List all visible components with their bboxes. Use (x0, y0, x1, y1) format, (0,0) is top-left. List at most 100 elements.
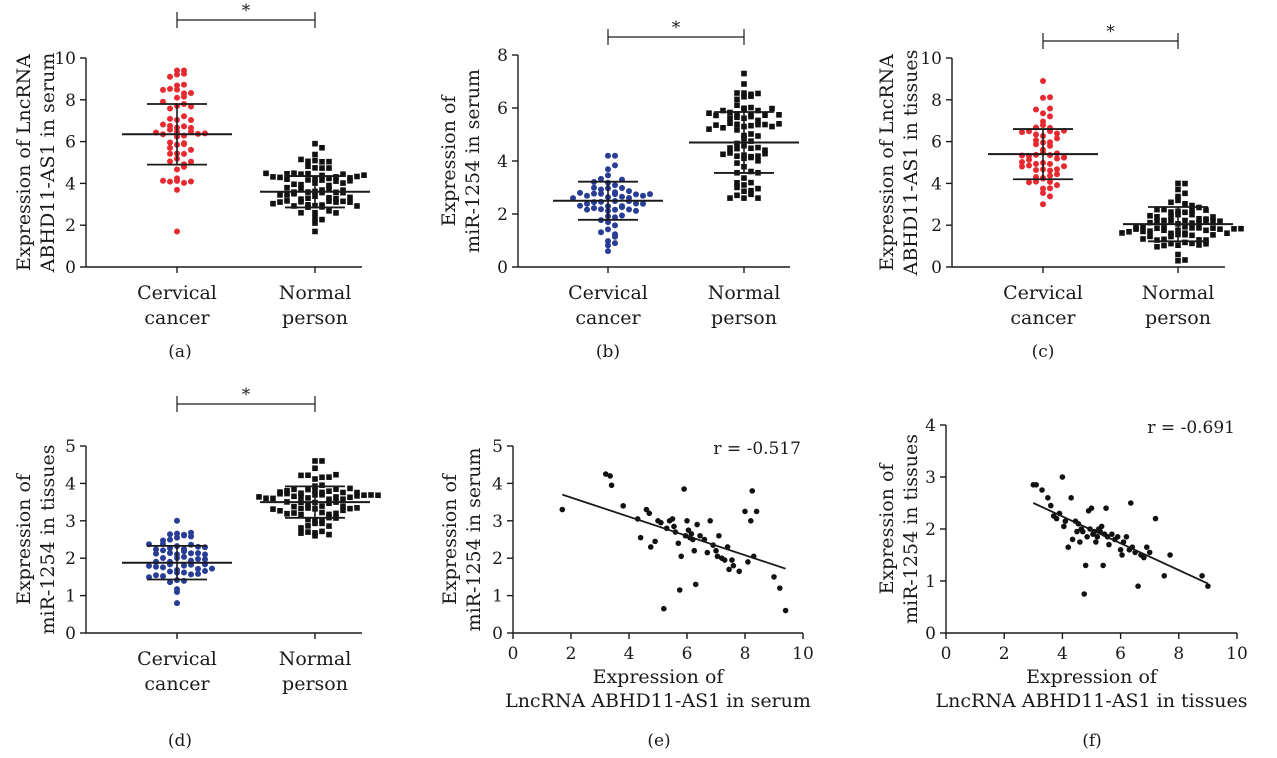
panel-d-data-point (319, 528, 325, 535)
panel-a-data-point (174, 71, 180, 78)
panel-c-data-point (1182, 209, 1188, 216)
panel-a-data-point (291, 170, 297, 176)
panel-a-data-point (160, 86, 166, 93)
panel-d-data-point (333, 471, 339, 478)
panel-e-data-point (694, 521, 700, 528)
panel-a-data-point (340, 187, 346, 193)
panel-d-data-point (146, 562, 152, 569)
panel-c-data-point (1033, 160, 1039, 167)
panel-d-data-point (305, 523, 311, 529)
panel-d-data-point (312, 476, 318, 482)
panel-a-data-point (270, 174, 276, 180)
panel-a-data-point (174, 82, 180, 89)
panel-f-data-point (1167, 552, 1173, 558)
panel-d-data-point (312, 532, 318, 539)
panel-a-data-point (347, 199, 353, 205)
panel-d-significance-star: * (242, 385, 251, 405)
panel-d-data-point (298, 511, 304, 518)
panel-b-data-point (591, 184, 597, 191)
panel-e-y-axis-label: Expression of miR-1254 in serum (439, 448, 485, 632)
panel-a-data-point (333, 195, 339, 202)
panel-c-data-point (1231, 226, 1237, 232)
panel-a-data-point (354, 203, 360, 209)
panel-a-data-point (181, 93, 187, 100)
panel-d-y-tick-label: 2 (65, 549, 76, 569)
panel-e-x-tick-label: 0 (508, 644, 519, 664)
panel-d-data-point (284, 487, 290, 494)
panel-c-data-point (1154, 243, 1160, 250)
panel-c-data-point (1154, 214, 1160, 220)
panel-e-data-point (730, 562, 737, 569)
panel-e-x-axis-label-line: Expression of (593, 666, 726, 688)
panel-e-data-point (729, 557, 735, 563)
panel-d-category-label-line: Cervical (137, 648, 217, 670)
panel-c-y-tick-label: 0 (931, 258, 942, 278)
panel-e-data-point (646, 510, 653, 517)
panel-f-data-point (1074, 528, 1080, 535)
panel-f-data-point (1062, 518, 1069, 524)
panel-d-data-point (305, 529, 311, 535)
panel-c-data-point (1182, 239, 1188, 246)
panel-a-data-point (174, 177, 180, 184)
panel-c-category-label: Normal person (1142, 282, 1215, 329)
panel-a-significance-star: * (242, 1, 251, 21)
panel-a-data-point (181, 113, 187, 120)
panel-a-data-point (305, 195, 311, 201)
panel-c-category-label-line: Cervical (1003, 282, 1083, 304)
panel-b-data-point (633, 191, 639, 198)
panel-d-y-axis-label: Expression of miR-1254 in tissues (13, 444, 59, 634)
panel-d-data-point (319, 503, 325, 509)
panel-f-data-point (1047, 502, 1054, 509)
panel-a-data-point (305, 158, 311, 165)
panel-b-data-point (741, 188, 747, 195)
panel-f-y-tick-label: 0 (925, 624, 936, 644)
panel-e-data-point (692, 581, 699, 588)
panel-d-data-point (312, 530, 318, 536)
panel-d-data-point (298, 493, 304, 500)
panel-c-data-point (1047, 124, 1053, 131)
panel-a-data-point (188, 146, 194, 153)
panel-d-data-point (354, 505, 360, 511)
panel-c-data-point (1040, 94, 1046, 101)
panel-f-data-point (1143, 544, 1150, 550)
panel-a-data-point (305, 163, 311, 170)
panel-c-data-point (1033, 131, 1039, 138)
panel-e-x-tick-label: 8 (740, 644, 751, 664)
panel-d-y-tick-label: 1 (65, 587, 76, 607)
panel-c-y-tick-label: 6 (931, 133, 942, 153)
panel-e-data-point (637, 534, 644, 541)
panel-f-data-point (1053, 515, 1060, 522)
panel-c-data-point (1203, 207, 1209, 213)
panel-b-category-label-line: Normal (708, 282, 781, 304)
panel-c-data-point (1019, 129, 1025, 136)
panel-b-data-point (762, 112, 768, 119)
panel-b-data-point (619, 204, 625, 211)
panel-d-data-point (326, 511, 332, 518)
panel-e-x-axis-label: Expression of LncRNA ABHD11-AS1 in serum (505, 666, 811, 712)
panel-c-data-point (1182, 217, 1188, 224)
panel-e-data-point (707, 518, 713, 524)
panel-b-data-point (598, 175, 604, 182)
panel-e-correlation-label: r = -0.517 (713, 439, 801, 459)
panel-b-data-point (762, 150, 768, 157)
panel-c-data-point (1133, 224, 1139, 231)
panel-d-data-point (202, 568, 208, 575)
panel-d-data-point (305, 516, 311, 523)
panel-a-caption: (a) (168, 342, 191, 362)
panel-a-data-point (340, 171, 346, 177)
panel-b-y-tick-label: 0 (497, 258, 508, 278)
panel-c-data-point (1026, 156, 1032, 163)
panel-d-data-point (174, 517, 180, 524)
panel-d-data-point (181, 546, 187, 553)
panel-b-data-point (734, 90, 740, 96)
panel-d-category-label-line: cancer (144, 673, 210, 695)
panel-a-y-axis-label-line: Expression of LncRNA (13, 54, 35, 271)
panel-c-data-point (1217, 218, 1223, 224)
panel-d-data-point (195, 550, 201, 557)
panel-a-category-label: Cervical cancer (137, 282, 217, 329)
panel-f-data-point (1100, 562, 1106, 569)
panel-b-data-point (706, 126, 712, 132)
panel-c-data-point (1061, 163, 1067, 170)
panel-b-data-point (734, 96, 740, 103)
panel-c-data-point (1182, 201, 1188, 207)
